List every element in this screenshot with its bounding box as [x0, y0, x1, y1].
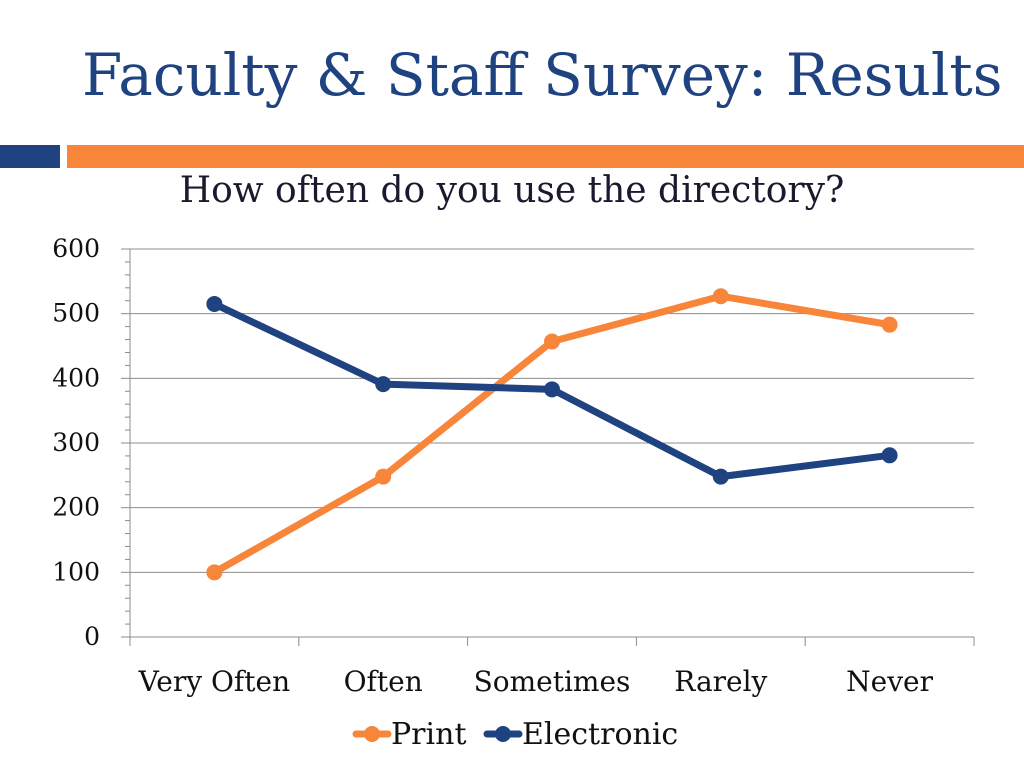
accent-bar-left	[0, 145, 60, 168]
y-tick-label: 400	[52, 363, 100, 392]
legend-label: Electronic	[522, 717, 678, 752]
x-tick-label: Never	[846, 665, 933, 698]
axes: 0 100 200 300 400 500 600 Very Often Often Someti…	[52, 234, 975, 698]
data-point-electronic	[712, 468, 729, 485]
data-point-electronic	[375, 376, 392, 393]
data-point-electronic	[544, 381, 560, 398]
legend-marker	[495, 726, 511, 742]
y-tick-label: 200	[52, 493, 100, 522]
legend-marker	[364, 726, 380, 742]
x-tick-label: Very Often	[138, 665, 291, 698]
y-tick-label: 500	[52, 299, 100, 328]
legend-item-electronic: Electronic	[483, 717, 678, 752]
x-tick-label: Sometimes	[474, 665, 631, 698]
x-tick-label: Often	[344, 665, 423, 698]
legend: Print Electronic	[352, 717, 678, 752]
data-point-electronic	[206, 295, 223, 312]
x-tick-label: Rarely	[674, 665, 767, 698]
data-point-print	[544, 333, 560, 350]
slide-title: Faculty & Staff Survey: Results	[82, 41, 1003, 109]
gridlines	[130, 248, 974, 573]
accent-bar-right	[67, 145, 1024, 168]
series-print	[206, 288, 898, 581]
series-electronic	[206, 295, 898, 485]
series	[206, 288, 898, 581]
data-point-print	[881, 316, 898, 333]
data-point-electronic	[881, 447, 898, 464]
legend-label: Print	[391, 717, 467, 752]
y-tick-label: 600	[52, 234, 100, 263]
data-point-print	[206, 564, 223, 581]
y-tick-label: 0	[84, 622, 100, 651]
y-tick-label: 300	[52, 428, 100, 457]
y-tick-label: 100	[52, 557, 100, 586]
data-point-print	[712, 288, 729, 305]
chart-title: How often do you use the directory?	[179, 170, 845, 211]
legend-item-print: Print	[352, 717, 467, 752]
data-point-print	[375, 468, 392, 485]
